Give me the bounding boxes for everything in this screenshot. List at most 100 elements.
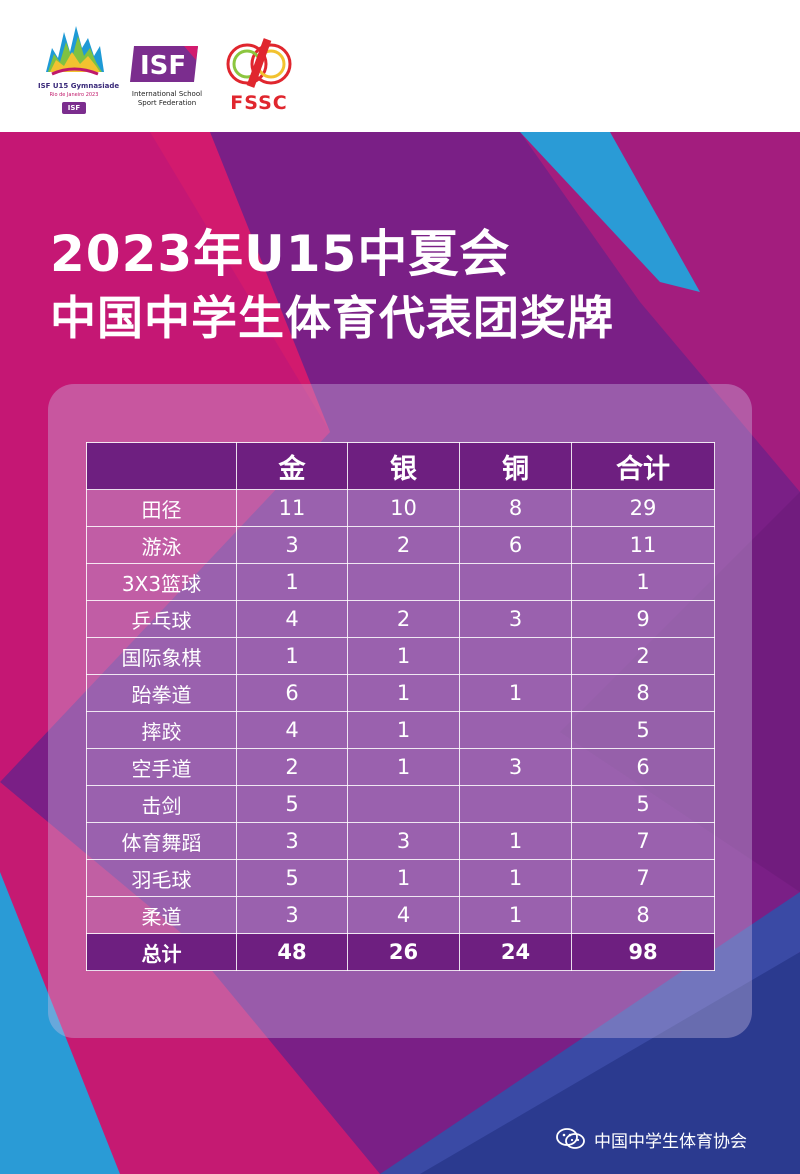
silver-cell: 2	[347, 600, 460, 638]
table-row: 摔跤 4 1 5	[86, 711, 715, 749]
isf-mark-icon: ISF	[130, 46, 198, 82]
sport-cell: 3X3篮球	[86, 563, 237, 601]
isf-caption-line2: Sport Federation	[137, 99, 197, 107]
silver-cell: 1	[347, 637, 460, 675]
sport-cell: 乒乓球	[86, 600, 237, 638]
gymnasiade-logo: ISF U15 Gymnasiade Rio de Janeiro 2023 I…	[38, 18, 120, 118]
header-total: 合计	[571, 442, 715, 490]
header-gold: 金	[236, 442, 348, 490]
gold-cell: 4	[236, 600, 348, 638]
total-bronze-cell: 24	[459, 933, 572, 971]
table-row: 击剑 5 5	[86, 785, 715, 823]
table-row: 国际象棋 1 1 2	[86, 637, 715, 675]
silver-cell: 3	[347, 822, 460, 860]
wechat-icon	[556, 1128, 585, 1149]
bronze-cell	[459, 711, 572, 749]
total-cell: 11	[571, 526, 715, 564]
footer-text: 中国中学生体育协会	[594, 1131, 747, 1152]
gold-cell: 11	[236, 489, 348, 527]
sport-cell: 空手道	[86, 748, 237, 786]
bronze-cell: 3	[459, 600, 572, 638]
table-row: 体育舞蹈 3 3 1 7	[86, 822, 715, 860]
table-header-row: 金 银 铜 合计	[86, 442, 715, 490]
bronze-cell	[459, 785, 572, 823]
total-silver-cell: 26	[347, 933, 460, 971]
gold-cell: 3	[236, 896, 348, 934]
bronze-cell	[459, 563, 572, 601]
table-row: 游泳 3 2 6 11	[86, 526, 715, 564]
logo-header: ISF U15 Gymnasiade Rio de Janeiro 2023 I…	[0, 0, 800, 132]
silver-cell: 1	[347, 859, 460, 897]
sport-cell: 体育舞蹈	[86, 822, 237, 860]
table-row: 3X3篮球 1 1	[86, 563, 715, 601]
bronze-cell: 1	[459, 896, 572, 934]
gold-cell: 3	[236, 822, 348, 860]
header-silver: 银	[347, 442, 460, 490]
gold-cell: 4	[236, 711, 348, 749]
table-row: 羽毛球 5 1 1 7	[86, 859, 715, 897]
total-cell: 8	[571, 896, 715, 934]
grand-total-cell: 98	[571, 933, 715, 971]
bronze-cell: 1	[459, 674, 572, 712]
gold-cell: 1	[236, 563, 348, 601]
bronze-cell: 1	[459, 822, 572, 860]
sport-cell: 摔跤	[86, 711, 237, 749]
bronze-cell: 1	[459, 859, 572, 897]
total-cell: 8	[571, 674, 715, 712]
bronze-cell: 6	[459, 526, 572, 564]
total-label-cell: 总计	[86, 933, 237, 971]
gold-cell: 2	[236, 748, 348, 786]
header-bronze: 铜	[459, 442, 572, 490]
total-cell: 9	[571, 600, 715, 638]
gold-cell: 5	[236, 859, 348, 897]
total-gold-cell: 48	[236, 933, 348, 971]
title-line2: 中国中学生体育代表团奖牌	[50, 291, 614, 345]
gymnasiade-emblem-icon	[46, 26, 104, 76]
silver-cell: 4	[347, 896, 460, 934]
total-cell: 7	[571, 859, 715, 897]
footer-watermark: 中国中学生体育协会	[556, 1124, 747, 1154]
gold-cell: 3	[236, 526, 348, 564]
total-cell: 1	[571, 563, 715, 601]
sport-cell: 跆拳道	[86, 674, 237, 712]
header-sport	[86, 442, 237, 490]
gymnasiade-location: Rio de Janeiro 2023	[49, 92, 99, 98]
fssc-wordmark: FSSC	[230, 92, 288, 114]
silver-cell: 1	[347, 674, 460, 712]
sport-cell: 田径	[86, 489, 237, 527]
fssc-emblem-icon	[226, 38, 292, 88]
total-cell: 5	[571, 711, 715, 749]
total-cell: 29	[571, 489, 715, 527]
sport-cell: 游泳	[86, 526, 237, 564]
silver-cell	[347, 785, 460, 823]
gymnasiade-name: ISF U15 Gymnasiade	[38, 82, 120, 90]
sport-cell: 国际象棋	[86, 637, 237, 675]
gold-cell: 5	[236, 785, 348, 823]
table-row: 柔道 3 4 1 8	[86, 896, 715, 934]
table-row: 乒乓球 4 2 3 9	[86, 600, 715, 638]
total-cell: 7	[571, 822, 715, 860]
isf-caption-line1: International School	[131, 90, 203, 98]
table-row: 田径 11 10 8 29	[86, 489, 715, 527]
table-row: 跆拳道 6 1 1 8	[86, 674, 715, 712]
total-cell: 6	[571, 748, 715, 786]
gymnasiade-isf-badge: ISF	[62, 102, 86, 114]
bronze-cell	[459, 637, 572, 675]
sport-cell: 羽毛球	[86, 859, 237, 897]
total-row: 总计 48 26 24 98	[86, 933, 715, 971]
total-cell: 2	[571, 637, 715, 675]
sport-cell: 柔道	[86, 896, 237, 934]
silver-cell: 1	[347, 748, 460, 786]
silver-cell: 2	[347, 526, 460, 564]
isf-logo: ISF International School Sport Federatio…	[126, 40, 206, 112]
title-line1: 2023年U15中夏会	[50, 225, 511, 283]
table-row: 空手道 2 1 3 6	[86, 748, 715, 786]
bronze-cell: 3	[459, 748, 572, 786]
isf-mark-text: ISF	[140, 51, 186, 81]
gold-cell: 6	[236, 674, 348, 712]
total-cell: 5	[571, 785, 715, 823]
sport-cell: 击剑	[86, 785, 237, 823]
silver-cell: 10	[347, 489, 460, 527]
silver-cell	[347, 563, 460, 601]
silver-cell: 1	[347, 711, 460, 749]
